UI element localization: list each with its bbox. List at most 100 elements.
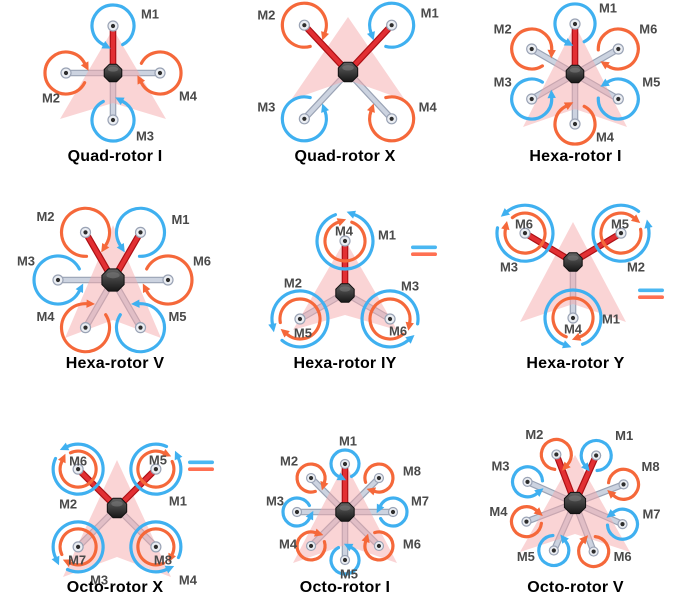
hub-highlight [567,255,579,261]
panel-octo-rotor-x: M1 M5 M2 M6 M3 M7 M4 M8 Octo-rotor X [0,395,230,610]
rotation-arc [136,449,176,489]
rotation-arrow-icon [367,103,375,113]
arm [302,23,351,75]
motor-axle [551,548,556,553]
panel-caption: Quad-rotor I [67,148,163,165]
motor-label: M1 [378,228,396,243]
rotation-arrow-icon [562,461,571,471]
rotation-arrow-icon [562,340,572,349]
motor-label: M7 [411,494,429,509]
rotation-arc [579,439,613,473]
panel-caption: Hexa-rotor V [65,355,165,372]
rotation-arc [280,1,328,49]
panel-quad-rotor-i: M1 M2 M3 M4 Quad-rotor I [0,0,230,185]
hub-highlight [339,286,351,292]
motor-label: M2 [59,497,77,512]
rotation-arrow-icon [607,490,617,499]
front-direction-arrow [520,222,626,322]
motor-axle [616,46,621,52]
motor-label: M1 [599,1,617,16]
rotation-arrow-icon [343,543,354,552]
motor-axle [55,277,61,283]
panel-octo-rotor-i: M1 M2 M3 M4 M5 M6 M7 M8 Octo-rotor I [230,395,460,610]
motor-axle [157,70,163,76]
rotation-arc [553,104,597,146]
rotation-arc [278,297,322,341]
motor-label: M2 [494,22,512,37]
rotation-arrow-icon [405,335,415,344]
motor-axle [153,544,158,549]
rotation-arrow-icon [600,78,610,87]
hub-highlight [107,66,119,72]
rotation-arrow-icon [321,103,329,113]
motor-label: M4 [596,130,615,145]
rotation-arrow-icon [500,208,510,217]
motor-label: M1 [169,494,187,509]
motor-axle [618,231,624,236]
rotation-arc [329,448,361,478]
panel-caption: Quad-rotor X [294,148,396,165]
rotation-arc [59,206,112,258]
rotation-arc [510,27,554,71]
motor-label: M2 [257,8,275,23]
motor-axle [153,467,158,472]
rotation-arrow-icon [161,449,172,457]
rotation-arrow-icon [101,40,111,49]
drone-diagram: M1 M2 M3 M4 M5 M6 M7 M8 [489,427,661,569]
rotation-arc [295,530,327,562]
panel-quad-rotor-x: M1 M2 M3 M4 Quad-rotor X [230,0,460,185]
motor-axle [76,544,81,549]
panel-hexa-rotor-y: M3 M6 M2 M5 M1 M4 Hexa-rotor Y [460,185,691,395]
drone-diagram: M3 M6 M2 M5 M1 M4 [495,203,664,349]
rotation-arrow-icon [116,243,125,253]
motor-axle [390,509,396,515]
motor-label: M3 [136,129,154,144]
rotation-arrow-icon [563,102,574,110]
motor-label: M8 [403,464,421,479]
drone-diagram: M1 M2 M3 M4 M5 M6 [17,206,211,354]
motor-axle [308,475,314,481]
drone-diagram: M1 M5 M2 M6 M3 M7 M4 M8 [51,442,214,587]
motor-label: M3 [257,99,275,114]
panel-hexa-rotor-v: M1 M2 M3 M4 M5 M6 Hexa-rotor V [0,185,230,395]
motor-label: M5 [642,75,660,90]
motor-label: M4 [419,99,438,114]
rotation-arrow-icon [547,89,556,99]
drone-diagram: M1 M2 M3 M4 M5 M6 [494,1,660,146]
motor-axle [110,117,116,123]
motor-axle [616,96,621,102]
rotation-arc [51,520,105,574]
rotation-arc [280,95,328,143]
motor-axle [389,23,394,28]
rotation-arrow-icon [644,219,653,229]
motor-label: M5 [611,217,629,232]
rotation-arc [270,289,330,349]
rotation-arc [368,297,412,341]
coaxial-equals-icon [188,467,214,471]
motor-axle [342,557,348,563]
panel-hexa-rotor-iy: M1 M4 M2 M5 M3 M6 Hexa-rotor IY [230,185,460,395]
drone-diagram: M1 M2 M3 M4 [257,1,439,143]
hub-highlight [339,505,351,511]
motor-label: M4 [36,309,55,324]
rotation-arc [329,546,361,576]
rotation-arc [510,77,554,121]
motor-axle [529,96,534,102]
rotation-arrow-icon [305,510,314,521]
rotation-arrow-icon [164,565,175,574]
coaxial-equals-icon [411,252,437,256]
motor-axle [297,316,303,322]
motor-label: M6 [69,454,87,469]
motor-axle [302,116,307,121]
rotation-arrow-icon [606,509,616,518]
motor-axle [138,325,143,330]
motor-label: M6 [389,324,407,339]
rotation-arc [139,50,183,96]
rotation-arrow-icon [62,559,73,567]
rotation-arc [551,296,595,339]
hub-highlight [568,495,582,502]
rotation-arrow-icon [86,299,95,308]
rotation-arrow-icon [581,462,590,472]
rotation-arrow-icon [346,210,356,219]
motor-axle [83,325,88,330]
